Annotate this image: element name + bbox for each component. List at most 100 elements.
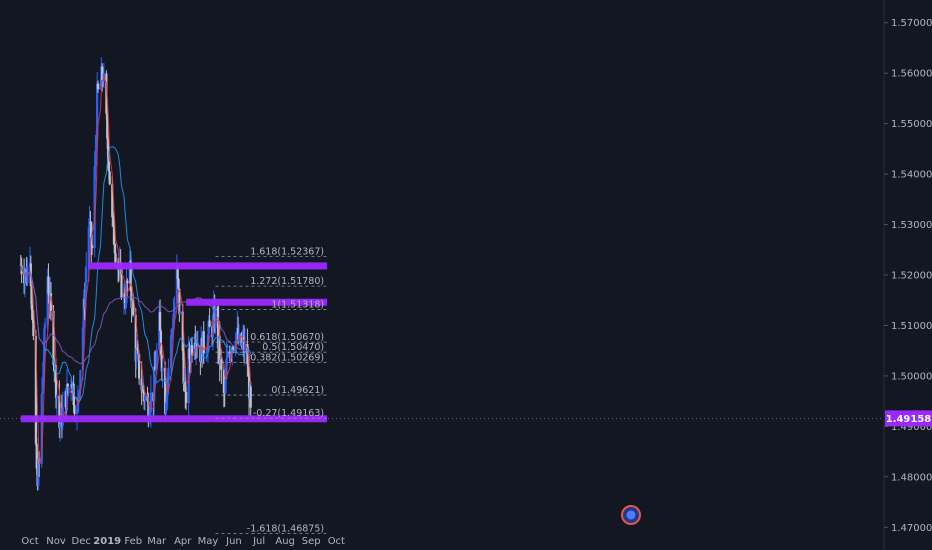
candle-body [246,344,249,364]
time-axis-label: Dec [72,536,91,547]
candle-body [134,314,137,362]
fib-level-label: 1.272(1.51780) [250,276,324,287]
candle-body [224,378,227,394]
candle-body [93,166,96,249]
candle-body [101,66,104,81]
candle-body [49,293,53,311]
candle-body [222,369,225,393]
price-axis-label: 1.52000 [891,271,932,282]
candle-body [218,335,221,364]
price-axis-label: 1.55000 [891,119,932,130]
candle-body [136,348,139,350]
time-axis-label: Apr [174,536,192,547]
candle-body [161,367,164,372]
candle-body [111,217,115,219]
candle-body [34,335,37,444]
time-axis[interactable]: Oct Nov Dec 2019 Feb Mar Apr May Jun Jul Aug Sep Oct [21,536,345,547]
candle-body [130,290,133,309]
candle-body [88,222,91,228]
candle-body [77,394,80,397]
candle-body [108,171,111,185]
time-axis-label: Jun [225,536,242,547]
candle-body [78,389,81,395]
time-axis-label: Mar [147,536,167,547]
candle-body [125,280,128,304]
candle-body [52,310,55,366]
candle-body [40,393,43,464]
resistance-level-line[interactable] [186,298,328,306]
candle-body [41,377,44,394]
candle-body [43,328,46,362]
candle-body [235,333,238,343]
candle-body [166,377,169,396]
candle-body [140,378,143,391]
candle-body [147,401,150,420]
time-axis-label: Oct [21,536,38,547]
price-axis-label: 1.51000 [891,321,932,332]
current-price-badge-layer: 1.49158 [0,410,932,427]
candle-body [120,266,123,298]
candle-body [220,359,223,370]
candle-body [216,306,220,349]
candle-body [182,350,185,384]
candle-body [202,331,205,354]
time-axis-label: Feb [124,536,142,547]
candle-body [107,161,110,172]
candle-body [214,306,217,328]
candle-body [37,458,40,487]
resistance-level-line[interactable] [20,415,328,423]
candle-body [123,293,126,304]
candle-body [65,383,69,411]
candle-body [154,368,157,371]
candle-body [169,335,173,368]
time-axis-label: 2019 [93,536,121,547]
candle-body [59,423,62,428]
candle-body [99,83,102,90]
candle-body [135,348,138,362]
candle-body [167,367,170,378]
candle-body [165,395,168,404]
candle-body [172,313,175,330]
price-axis[interactable]: 1.47000 1.48000 1.49000 1.50000 1.51000 1.520… [883,0,932,550]
candle-body [177,278,180,289]
tradingview-logo-inner-icon [626,510,636,520]
price-axis-label: 1.56000 [891,69,932,80]
candle-body [193,342,196,356]
candle-body [188,348,191,360]
tradingview-icon-layer[interactable] [621,505,641,525]
candle-body [126,280,129,284]
fib-level-label: -1.618(1.46875) [247,524,324,535]
candle-body [176,266,179,279]
candle-body [205,352,208,354]
candle-body [111,184,114,218]
time-axis-label: Sep [302,536,321,547]
candle-body [91,245,94,249]
candle-body [229,352,232,357]
fib-level-label: 0.5(1.50470) [262,342,324,353]
candle-body [85,269,88,283]
candle-body [95,137,98,151]
fib-level-label: 0.618(1.50670) [250,332,324,343]
candle-body [153,366,156,402]
candle-body [75,409,79,414]
time-axis-label: Nov [46,536,66,547]
resistance-level-line[interactable] [88,262,328,270]
price-axis-label: 1.54000 [891,170,932,181]
candle-body [23,274,27,284]
candle-body [240,333,243,347]
price-axis-label: 1.48000 [891,472,932,483]
candle-body [105,73,108,114]
price-axis-label: 1.49000 [891,422,932,433]
time-axis-label: May [198,536,219,547]
candle-body [87,227,90,270]
candle-body [247,367,251,399]
candle-body [179,311,182,314]
candle-body [185,392,188,404]
candle-body [58,395,61,428]
candle-body [175,266,178,304]
candle-body [113,244,116,254]
fib-level-label: 0(1.49621) [271,385,324,396]
candle-body [155,349,158,369]
fib-layer: 1.618(1.52367) 1.272(1.51780) 1(1.51318) 0.… [215,246,328,535]
